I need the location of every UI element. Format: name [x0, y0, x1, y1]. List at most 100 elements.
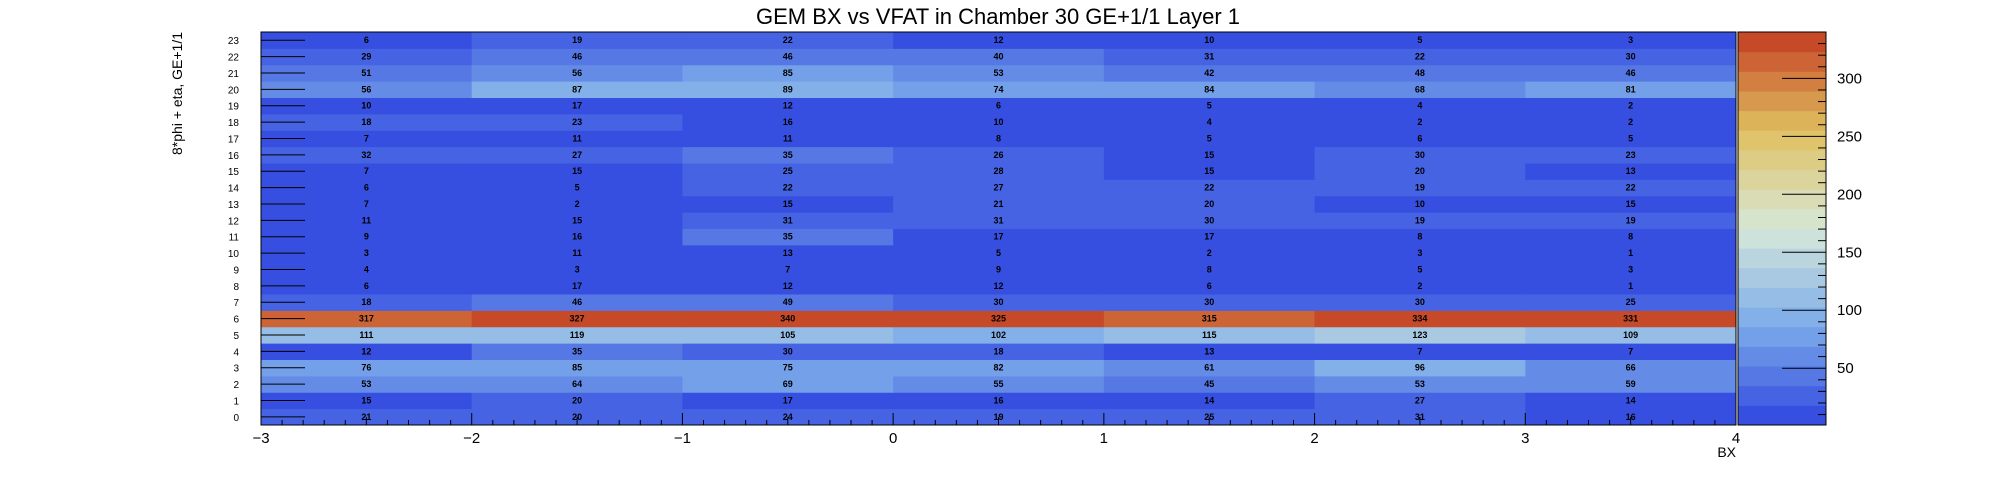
chart-title: GEM BX vs VFAT in Chamber 30 GE+1/1 Laye…: [756, 4, 1240, 29]
heatmap-cell: [1525, 64, 1737, 82]
heatmap-cell: [1314, 244, 1526, 262]
cell-value-label: 28: [993, 166, 1003, 176]
cell-value-label: 6: [1207, 281, 1212, 291]
heatmap-cell: [471, 195, 683, 213]
cell-value-label: 68: [1415, 84, 1425, 94]
color-bar-segment: [1738, 267, 1826, 288]
cell-value-label: 48: [1415, 68, 1425, 78]
heatmap-cell: [893, 113, 1105, 131]
heatmap-cell: [1314, 32, 1526, 49]
cell-value-label: 49: [783, 297, 793, 307]
cell-value-label: 3: [575, 264, 580, 274]
color-bar-segment: [1738, 71, 1826, 92]
color-bar-segment: [1738, 346, 1826, 367]
cell-value-label: 325: [991, 314, 1006, 324]
heatmap-cell: [1314, 163, 1526, 180]
cell-value-label: 30: [993, 297, 1003, 307]
heatmap-cell: [682, 146, 894, 164]
cell-value-label: 12: [783, 281, 793, 291]
heatmap-cell: [682, 326, 894, 344]
cell-value-label: 10: [993, 117, 1003, 127]
cell-value-label: 19: [1626, 215, 1636, 225]
cell-value-label: 30: [783, 346, 793, 356]
heatmap-cell: [1314, 359, 1526, 377]
cell-value-label: 2: [1628, 117, 1633, 127]
heatmap-cell: [261, 261, 473, 279]
heatmap-cell: [1314, 179, 1526, 197]
heatmap-cell: [261, 97, 473, 115]
cell-value-label: 53: [361, 379, 371, 389]
cell-value-label: 53: [1415, 379, 1425, 389]
heatmap-cell: [682, 64, 894, 82]
heatmap-cell: [682, 261, 894, 279]
cell-value-label: 20: [572, 412, 582, 422]
heatmap-cell: [682, 32, 894, 49]
heatmap-cell: [1525, 228, 1737, 246]
heatmap-cell: [261, 81, 473, 98]
heatmap-cell: [261, 195, 473, 213]
cell-value-label: 15: [783, 199, 793, 209]
cell-value-label: 30: [1204, 215, 1214, 225]
cell-value-label: 30: [1626, 52, 1636, 62]
heatmap-cell: [1314, 212, 1526, 229]
heatmap-cell: [682, 212, 894, 229]
cell-value-label: 11: [362, 215, 372, 225]
color-bar-tick-label: 100: [1837, 302, 1862, 319]
cell-value-label: 7: [364, 199, 369, 209]
heatmap-cell: [471, 81, 683, 98]
heatmap-cell: [471, 228, 683, 246]
cell-value-label: 19: [993, 412, 1003, 422]
cell-value-label: 7: [1628, 346, 1633, 356]
cell-value-label: 17: [783, 395, 793, 405]
cell-value-label: 40: [993, 52, 1003, 62]
cell-value-label: 27: [572, 150, 582, 160]
cell-value-label: 5: [1207, 101, 1212, 111]
cell-value-label: 81: [1626, 84, 1636, 94]
color-bar-segment: [1738, 307, 1826, 328]
heatmap-cell: [471, 375, 683, 393]
cell-value-label: 23: [572, 117, 582, 127]
heatmap-cell: [471, 146, 683, 164]
cell-value-label: 35: [572, 346, 582, 356]
heatmap-cell: [682, 195, 894, 213]
color-bar-segment: [1738, 110, 1826, 131]
heatmap-cell: [682, 48, 894, 66]
heatmap-cell: [893, 97, 1105, 115]
heatmap-cell: [1525, 244, 1737, 262]
cell-value-label: 22: [783, 183, 793, 193]
heatmap-cell: [261, 326, 473, 344]
cell-value-label: 6: [364, 281, 369, 291]
heatmap-cell: [893, 375, 1105, 393]
color-bar-segment: [1738, 287, 1826, 308]
cell-value-label: 87: [572, 84, 582, 94]
x-tick-label: 0: [889, 430, 897, 447]
heatmap-cell: [1525, 294, 1737, 311]
cell-value-label: 11: [783, 133, 793, 143]
cell-value-label: 5: [1207, 133, 1212, 143]
heatmap-cell: [471, 48, 683, 66]
heatmap-cell: [471, 130, 683, 148]
y-tick-label: 19: [228, 102, 240, 113]
heatmap-cell: [261, 48, 473, 66]
heatmap-cell: [682, 359, 894, 377]
x-axis: −3 −2 −1 0 1 2 3 4: [252, 413, 1740, 447]
heatmap-cell: [1525, 195, 1737, 213]
heatmap-cell: [1314, 392, 1526, 410]
heatmap-cell: [893, 343, 1105, 360]
cell-value-label: 17: [1204, 232, 1214, 242]
cell-value-label: 16: [993, 395, 1003, 405]
heatmap-cell: [682, 277, 894, 295]
heatmap-cell: [471, 359, 683, 377]
cell-value-label: 15: [1626, 199, 1636, 209]
heatmap-cell: [1314, 64, 1526, 82]
cell-value-label: 31: [1204, 52, 1214, 62]
heatmap-cell: [1525, 97, 1737, 115]
cell-value-label: 46: [783, 52, 793, 62]
cell-value-label: 13: [783, 248, 793, 258]
cell-value-label: 12: [361, 346, 371, 356]
heatmap-cell: [1103, 163, 1316, 180]
heatmap-cell: [471, 113, 683, 131]
heatmap-cell: [1103, 97, 1316, 115]
heatmap-cell: [1103, 261, 1316, 279]
y-tick-label: 4: [233, 347, 239, 358]
